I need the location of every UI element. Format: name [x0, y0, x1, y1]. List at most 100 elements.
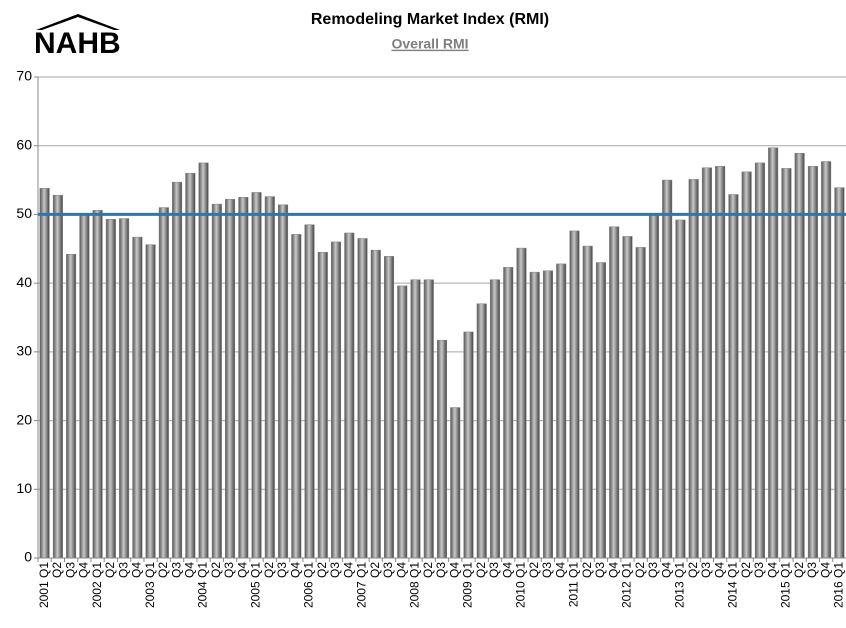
bar: [185, 172, 196, 559]
bar: [542, 270, 553, 559]
bar: [662, 179, 673, 559]
x-tick-label: Q4: [77, 562, 91, 578]
x-tick-label: Q4: [130, 562, 144, 578]
x-tick-label: Q4: [765, 562, 779, 578]
bar: [516, 247, 527, 559]
bar: [728, 194, 739, 559]
bar: [436, 339, 448, 559]
x-tick-label: Q3: [487, 562, 501, 578]
x-tick-label: Q2: [633, 562, 647, 578]
bar: [595, 262, 606, 559]
x-tick-label: 2006 Q1: [302, 562, 316, 608]
chart-title: Remodeling Market Index (RMI): [311, 11, 549, 28]
bar: [556, 263, 567, 559]
bar: [79, 214, 90, 559]
x-tick-label: Q4: [606, 562, 620, 578]
logo: NAHB: [34, 27, 121, 60]
x-tick-label: 2003 Q1: [143, 562, 157, 608]
chart-subtitle: Overall RMI: [391, 36, 468, 52]
bar: [423, 279, 434, 559]
x-tick-label: Q2: [739, 562, 753, 578]
x-tick-label: Q3: [805, 562, 819, 578]
bar: [383, 256, 395, 559]
bar: [622, 236, 633, 559]
x-tick-label: 2009 Q1: [461, 562, 475, 608]
x-tick-label: Q3: [699, 562, 713, 578]
bar: [768, 147, 779, 559]
bar: [251, 192, 262, 559]
y-tick-label: 50: [16, 205, 32, 221]
x-tick-label: Q4: [341, 562, 355, 578]
bar: [145, 244, 156, 559]
y-tick-label: 30: [16, 343, 32, 359]
bar: [132, 236, 143, 559]
x-tick-label: Q4: [288, 562, 302, 578]
bar: [701, 167, 712, 559]
bar: [476, 303, 487, 559]
x-tick-label: 2012 Q1: [620, 562, 634, 608]
x-tick-label: Q3: [222, 562, 236, 578]
bar: [92, 210, 103, 559]
y-tick-label: 70: [16, 68, 32, 84]
bar: [119, 218, 130, 559]
bar: [211, 203, 222, 559]
y-tick-label: 0: [24, 549, 32, 565]
logo-roof: [36, 14, 120, 30]
x-tick-label: Q2: [209, 562, 223, 578]
x-tick-label: Q2: [421, 562, 435, 578]
bar: [172, 181, 183, 559]
bar: [529, 271, 540, 559]
bar: [225, 199, 236, 559]
x-tick-label: Q4: [182, 562, 196, 578]
x-tick-label: Q3: [116, 562, 130, 578]
bar: [344, 232, 355, 559]
x-tick-label: 2011 Q1: [567, 562, 581, 607]
bar: [357, 238, 368, 559]
x-tick-label: Q2: [792, 562, 806, 578]
bar: [331, 241, 342, 559]
x-tick-label: 2010 Q1: [514, 562, 528, 608]
x-tick-label: 2014 Q1: [726, 562, 740, 608]
bar: [688, 179, 699, 559]
bar: [39, 188, 50, 559]
x-tick-label: Q3: [434, 562, 448, 578]
bar: [741, 171, 752, 559]
x-tick-label: Q3: [275, 562, 289, 578]
x-tick-label: Q2: [474, 562, 488, 578]
bar: [304, 224, 315, 559]
bar: [238, 197, 249, 559]
bar: [66, 254, 77, 559]
x-tick-label: Q3: [540, 562, 554, 578]
x-tick-label: 2016 Q1: [832, 562, 846, 608]
bar: [198, 162, 209, 559]
x-tick-label: Q3: [593, 562, 607, 578]
x-tick-label: 2013 Q1: [673, 562, 687, 608]
x-tick-label: 2004 Q1: [196, 562, 210, 608]
bar: [317, 251, 328, 559]
x-tick-label: Q4: [818, 562, 832, 578]
x-tick-label: Q2: [315, 562, 329, 578]
bar: [807, 166, 818, 559]
x-tick-label: 2001 Q1: [37, 562, 51, 608]
x-tick-label: Q3: [752, 562, 766, 578]
x-tick-label: Q2: [686, 562, 700, 578]
bar: [635, 247, 646, 559]
x-tick-label: Q2: [580, 562, 594, 578]
y-tick-label: 60: [16, 136, 32, 152]
bar: [715, 166, 726, 559]
bar: [105, 218, 116, 559]
bar: [503, 267, 514, 559]
bar: [609, 226, 620, 559]
bar: [834, 187, 845, 559]
bar: [821, 161, 832, 559]
bar: [675, 219, 686, 559]
x-tick-label: Q2: [103, 562, 117, 578]
x-tick-label: Q4: [235, 562, 249, 578]
x-tick-label: Q4: [659, 562, 673, 578]
bar: [158, 207, 169, 559]
bar: [397, 285, 408, 559]
x-tick-label: Q2: [368, 562, 382, 578]
bar: [370, 249, 381, 559]
x-tick-label: Q3: [381, 562, 395, 578]
